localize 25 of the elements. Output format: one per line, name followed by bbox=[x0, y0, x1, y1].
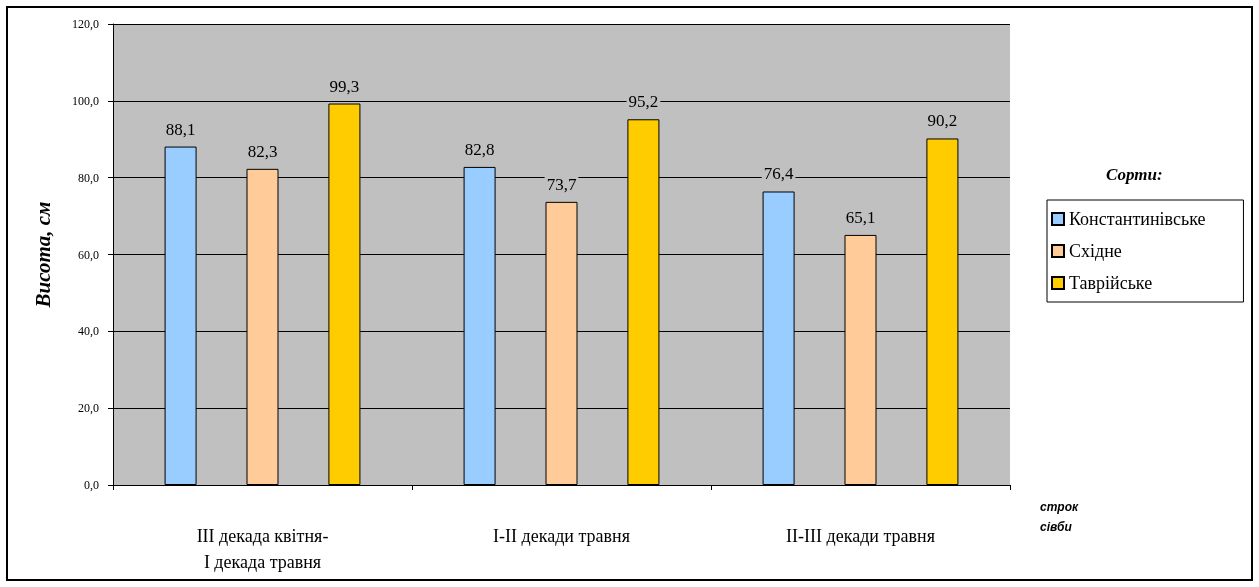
y-tick-label: 120,0 bbox=[72, 17, 99, 31]
y-tick-label: 20,0 bbox=[78, 401, 99, 416]
data-label: 82,3 bbox=[247, 141, 278, 161]
legend-label: Східне bbox=[1069, 241, 1122, 261]
legend-title: Сорти: bbox=[1106, 165, 1163, 184]
y-tick-label: 60,0 bbox=[78, 247, 99, 262]
data-label: 99,3 bbox=[329, 76, 360, 96]
x-tick-label: II-III декади травня bbox=[786, 526, 935, 546]
legend-label: Константинівське bbox=[1069, 209, 1206, 229]
x-axis-title: строк сівби bbox=[1040, 500, 1079, 534]
y-tick-label: 40,0 bbox=[78, 324, 99, 339]
data-label: 88,1 bbox=[165, 119, 196, 139]
x-tick-label: I-II декади травня bbox=[493, 526, 630, 546]
data-label: 73,7 bbox=[546, 174, 577, 194]
legend-label: Таврійське bbox=[1069, 273, 1153, 293]
y-tick-label: 80,0 bbox=[78, 170, 99, 185]
x-tick-label: III декада квітня- I декада травня bbox=[196, 526, 329, 572]
y-tick-label: 0,0 bbox=[84, 478, 99, 492]
data-label: 90,2 bbox=[927, 111, 958, 131]
data-label: 95,2 bbox=[628, 92, 659, 112]
data-label: 82,8 bbox=[464, 139, 495, 159]
y-tick-label: 100,0 bbox=[72, 93, 99, 108]
data-label: 65,1 bbox=[845, 207, 876, 227]
data-label: 76,4 bbox=[763, 164, 794, 184]
y-axis-title: Висота, см bbox=[30, 201, 55, 309]
